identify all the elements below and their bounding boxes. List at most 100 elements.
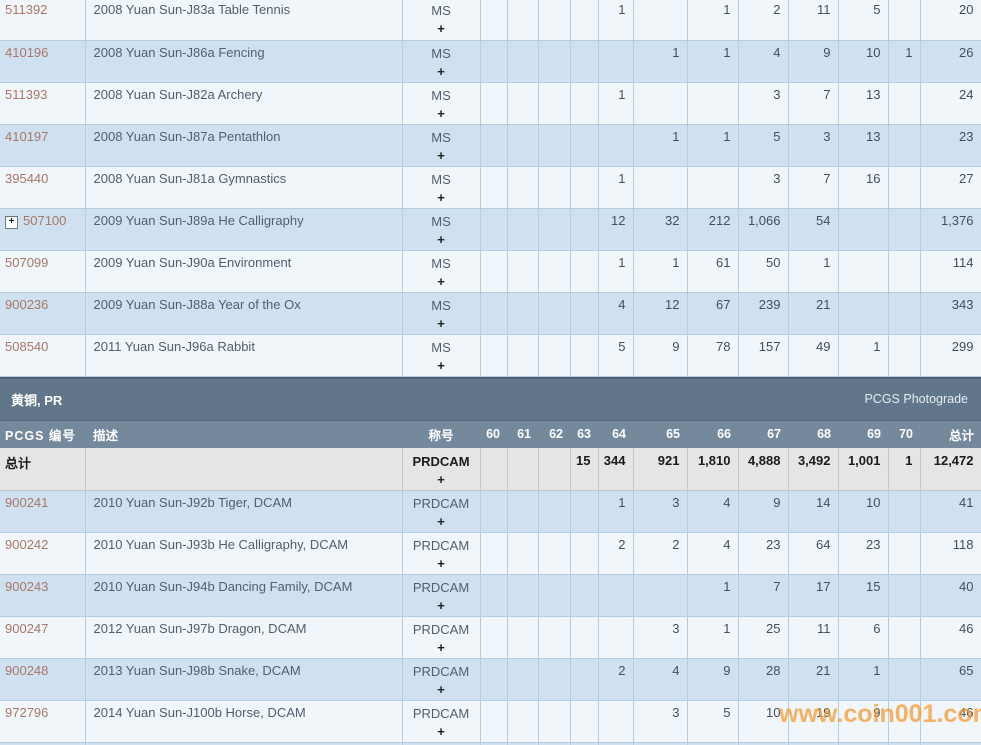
totals-grade-60-cell	[479, 447, 508, 491]
grade-65-cell: 1	[632, 40, 688, 83]
pcgs-number-link[interactable]: 511392	[5, 2, 48, 17]
plus-designation-link[interactable]: +	[437, 556, 445, 571]
designation-label: MS	[431, 171, 451, 187]
pcgs-number-cell: 395440	[0, 166, 86, 209]
grade-66-cell: 1	[686, 574, 739, 617]
grade-60-cell	[479, 292, 508, 335]
pcgs-number-link[interactable]: 395440	[5, 170, 49, 186]
grade-65-cell: 3	[632, 490, 688, 533]
grade-61-cell	[506, 490, 539, 533]
designation-label: MS	[431, 339, 451, 355]
grade-60-cell	[479, 334, 508, 377]
pcgs-number-cell: +507100	[0, 208, 86, 251]
grade-70-cell	[887, 208, 921, 251]
plus-designation-link[interactable]: +	[437, 724, 445, 739]
plus-designation-link[interactable]: +	[437, 357, 445, 373]
plus-designation-link[interactable]: +	[437, 598, 445, 613]
description-cell: 2008 Yuan Sun-J82a Archery	[84, 82, 403, 125]
grade-69-cell: 10	[837, 490, 889, 533]
plus-designation-link[interactable]: +	[437, 63, 445, 79]
photograde-link[interactable]: PCGS Photograde	[864, 392, 968, 406]
grade-66-cell: 67	[686, 292, 739, 335]
totals-grade-70-cell: 1	[887, 447, 921, 491]
pcgs-number-link[interactable]: 511393	[5, 86, 48, 102]
grade-66-cell: 61	[686, 250, 739, 293]
table-row: 395440 2008 Yuan Sun-J81a Gymnastics MS +1 3…	[0, 166, 981, 209]
plus-designation-link[interactable]: +	[437, 682, 445, 697]
grade-67-cell: 25	[737, 616, 789, 659]
grade-66-cell: 1	[686, 0, 739, 41]
grade-63-cell	[569, 616, 599, 659]
grade-65-cell	[632, 166, 688, 209]
designation-cell: MS +	[401, 82, 481, 125]
grade-70-cell	[887, 574, 921, 617]
pcgs-number-link[interactable]: 900241	[5, 495, 49, 510]
description-cell: 2008 Yuan Sun-J86a Fencing	[84, 40, 403, 83]
pcgs-number-link[interactable]: 972796	[5, 705, 49, 720]
designation-label: MS	[431, 255, 451, 271]
grade-66-cell: 1	[686, 616, 739, 659]
pcgs-number-cell: 511393	[0, 82, 86, 125]
table-row: 900242 2010 Yuan Sun-J93b He Calligraphy,…	[0, 532, 981, 575]
pcgs-number-link[interactable]: 507100	[23, 212, 67, 228]
header-grade-63: 63	[570, 420, 598, 448]
grade-68-cell: 21	[787, 658, 839, 701]
totals-grade-63-cell: 15	[569, 447, 599, 491]
pcgs-number-link[interactable]: 410196	[5, 44, 49, 60]
grade-61-cell	[506, 532, 539, 575]
designation-label: PRDCAM	[412, 664, 470, 679]
pcgs-number-link[interactable]: 900242	[5, 537, 49, 552]
designation-cell: MS +	[401, 40, 481, 83]
plus-designation-link[interactable]: +	[437, 147, 445, 163]
totals-description-cell	[84, 447, 403, 491]
plus-designation-link[interactable]: +	[437, 471, 445, 487]
expand-icon[interactable]: +	[5, 215, 18, 229]
grade-70-cell	[887, 700, 921, 743]
plus-designation-link[interactable]: +	[437, 21, 445, 36]
grade-64-cell: 1	[597, 0, 634, 41]
grade-64-cell: 5	[597, 334, 634, 377]
grade-69-cell	[837, 292, 889, 335]
grade-61-cell	[506, 658, 539, 701]
pcgs-number-link[interactable]: 900247	[5, 621, 49, 636]
description-cell: 2012 Yuan Sun-J97b Dragon, DCAM	[84, 616, 403, 659]
grade-68-cell: 17	[787, 574, 839, 617]
grade-70-cell	[887, 658, 921, 701]
designation-cell: MS +	[401, 0, 481, 41]
plus-designation-link[interactable]: +	[437, 189, 445, 205]
plus-designation-link[interactable]: +	[437, 514, 445, 529]
pcgs-number-link[interactable]: 507099	[5, 254, 49, 270]
grade-66-cell: 1	[686, 124, 739, 167]
pcgs-number-link[interactable]: 900236	[5, 296, 49, 312]
plus-designation-link[interactable]: +	[437, 315, 445, 331]
grade-62-cell	[537, 82, 571, 125]
grade-68-cell: 7	[787, 82, 839, 125]
pcgs-number-link[interactable]: 410197	[5, 128, 49, 144]
pcgs-number-link[interactable]: 900248	[5, 663, 49, 678]
totals-grade-65-cell: 921	[632, 447, 688, 491]
pcgs-number-cell: 507099	[0, 250, 86, 293]
grade-66-cell: 1	[686, 40, 739, 83]
header-grade-64: 64	[598, 420, 633, 448]
designation-label: MS	[431, 297, 451, 313]
grade-70-cell: 1	[887, 40, 921, 83]
row-total-cell: 23	[919, 124, 981, 167]
header-grade-60: 60	[480, 420, 507, 448]
grade-68-cell: 21	[787, 292, 839, 335]
pcgs-number-link[interactable]: 900243	[5, 579, 49, 594]
header-description: 描述	[85, 420, 402, 448]
designation-cell: PRDCAM +	[401, 447, 481, 491]
plus-designation-link[interactable]: +	[437, 105, 445, 121]
plus-designation-link[interactable]: +	[437, 640, 445, 655]
plus-designation-link[interactable]: +	[437, 231, 445, 247]
plus-designation-link[interactable]: +	[437, 273, 445, 289]
header-grade-66: 66	[687, 420, 738, 448]
row-total-cell: 27	[919, 166, 981, 209]
grade-67-cell: 157	[737, 334, 789, 377]
pcgs-number-cell: 410196	[0, 40, 86, 83]
pcgs-number-cell: 508540	[0, 334, 86, 377]
grade-66-cell	[686, 82, 739, 125]
pcgs-number-link[interactable]: 508540	[5, 338, 49, 354]
grade-64-cell	[597, 574, 634, 617]
description-cell: 2009 Yuan Sun-J90a Environment	[84, 250, 403, 293]
